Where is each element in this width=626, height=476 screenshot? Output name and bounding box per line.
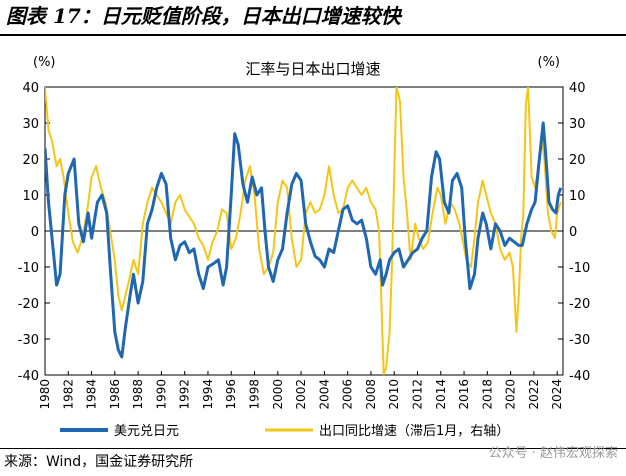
y-right-tick-label: 0	[569, 225, 577, 240]
x-tick-label: 2002	[294, 379, 308, 410]
y-right-tick-label: 10	[569, 189, 586, 204]
y-right-tick-label: -30	[569, 333, 590, 348]
x-tick-label: 2018	[480, 379, 494, 410]
x-tick-label: 1990	[154, 379, 168, 410]
x-tick-label: 2024	[550, 379, 564, 410]
x-tick-label: 2022	[527, 379, 541, 410]
x-tick-label: 2014	[434, 379, 448, 410]
x-tick-label: 2016	[457, 379, 471, 410]
y-left-tick-label: -10	[18, 261, 39, 276]
x-axis: 1980 1982 1984 1986 1988 1990 1992 1994 1996 1998…	[38, 371, 564, 410]
y-left-tick-label: 30	[22, 117, 39, 132]
x-tick-label: 1994	[201, 379, 215, 410]
x-tick-label: 2012	[410, 379, 424, 410]
legend: 美元兑日元 出口同比增速（滞后1月，右轴）	[60, 424, 509, 439]
y-right-tick-label: 30	[569, 117, 586, 132]
chart: 汇率与日本出口增速 (%) (%) -40-30-20-10010203040 …	[18, 55, 590, 439]
x-tick-label: 1982	[61, 379, 75, 410]
footer-rule	[0, 448, 626, 449]
x-tick-label: 1988	[131, 379, 145, 410]
y-right-tick-label: -40	[569, 369, 590, 384]
x-tick-label: 2010	[387, 379, 401, 410]
y-right-tick-label: -10	[569, 261, 590, 276]
y-right-axis: -40 -30 -20 -10 0 10 20 30 40	[558, 81, 590, 384]
x-tick-label: 1992	[178, 379, 192, 410]
source-note: 来源：Wind，国金证券研究所	[4, 454, 194, 470]
y-left-tick-label: 40	[22, 81, 39, 96]
y-left-tick-label: -20	[18, 297, 39, 312]
x-tick-label: 2020	[504, 379, 518, 410]
x-tick-label: 1998	[248, 379, 262, 410]
x-tick-label: 2006	[341, 379, 355, 410]
chart-title: 汇率与日本出口增速	[245, 60, 380, 78]
y-right-tick-label: -20	[569, 297, 590, 312]
y-left-tick-label: -30	[18, 333, 39, 348]
x-tick-label: 2000	[271, 379, 285, 410]
legend-item-exports-label: 出口同比增速（滞后1月，右轴）	[319, 424, 509, 439]
watermark: 公众号 · 赵伟宏观探索	[488, 446, 618, 461]
y-left-tick-label: 10	[22, 189, 39, 204]
y-left-unit: (%)	[33, 55, 56, 70]
x-tick-label: 1996	[224, 379, 238, 410]
title-rule	[0, 34, 626, 36]
y-right-unit: (%)	[538, 55, 561, 70]
series-usdjpy-line	[45, 121, 563, 359]
x-tick-label: 1984	[85, 379, 99, 410]
y-left-tick-label: 0	[31, 225, 39, 240]
y-left-tick-label: 20	[22, 153, 39, 168]
y-right-tick-label: 40	[569, 81, 586, 96]
x-tick-label: 2004	[317, 379, 331, 410]
x-tick-label: 1980	[38, 379, 52, 410]
x-tick-label: 1986	[108, 379, 122, 410]
y-right-tick-label: 20	[569, 153, 586, 168]
legend-item-usdjpy-label: 美元兑日元	[114, 424, 179, 439]
figure-title: 图表 17：日元贬值阶段，日本出口增速较快	[6, 4, 401, 28]
series-exports-line	[45, 87, 562, 375]
x-tick-label: 2008	[364, 379, 378, 410]
series-layer	[45, 87, 563, 375]
y-left-tick-label: -40	[18, 369, 39, 384]
